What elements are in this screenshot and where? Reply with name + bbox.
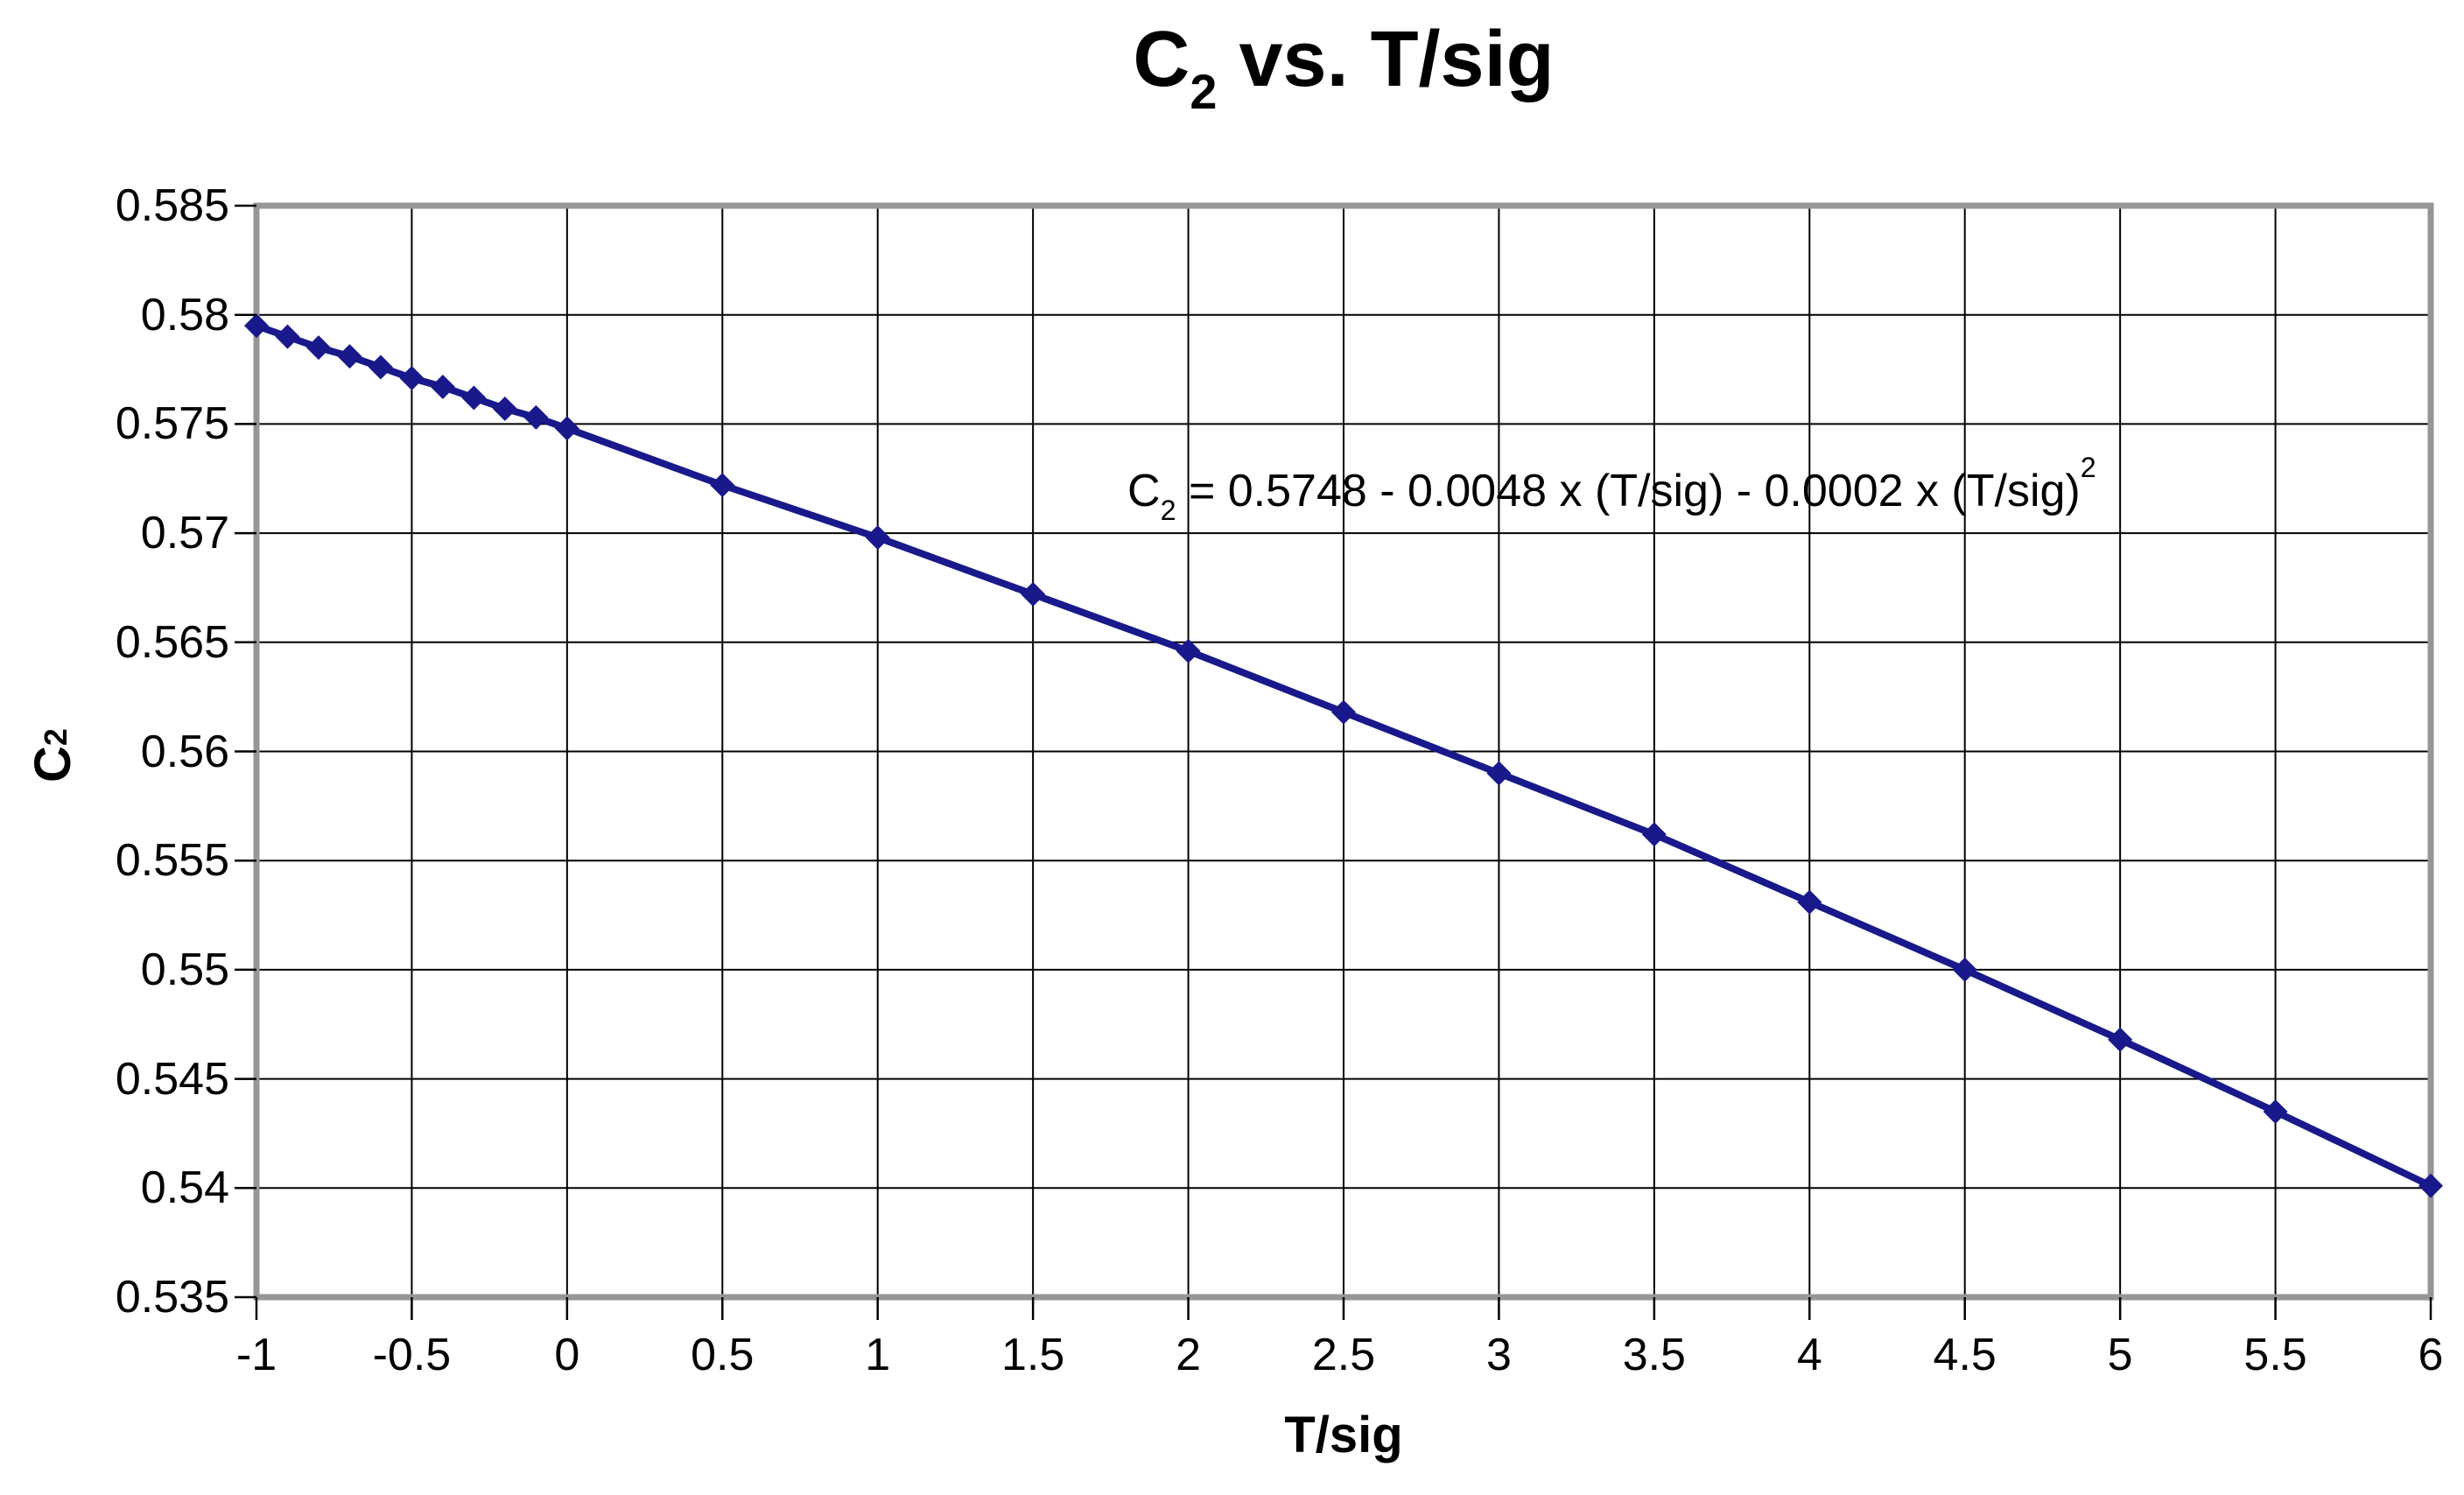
data-point-marker: [1331, 699, 1356, 725]
x-tick-label: 0.5: [691, 1330, 755, 1380]
data-point-marker: [554, 416, 579, 441]
x-tick-label: 3.5: [1622, 1330, 1686, 1380]
data-point-marker: [399, 366, 425, 391]
data-point-marker: [1641, 822, 1667, 847]
data-point-marker: [430, 375, 455, 400]
y-tick-label: 0.54: [140, 1162, 229, 1214]
trendline-equation: C2 = 0.5748 - 0.0048 x (T/sig) - 0.0002 …: [1127, 453, 2096, 524]
data-point-marker: [523, 404, 549, 430]
equation-prefix: C: [1127, 466, 1161, 516]
y-tick-label: 0.565: [115, 616, 229, 668]
chart-title-subscript: 2: [1190, 63, 1218, 119]
x-tick-label: -0.5: [372, 1330, 452, 1380]
x-tick-label: 5: [2107, 1330, 2133, 1380]
data-point-marker: [305, 335, 331, 361]
x-tick-label: 4: [1796, 1330, 1822, 1380]
x-tick-label: 2: [1176, 1330, 1202, 1380]
equation-subscript: 2: [1160, 494, 1176, 526]
x-tick-label: 3: [1485, 1330, 1512, 1380]
data-point-marker: [461, 385, 487, 411]
data-point-marker: [710, 473, 735, 498]
data-point-marker: [492, 396, 517, 421]
y-tick-label: 0.555: [115, 835, 229, 887]
x-tick-label: 4.5: [1933, 1330, 1997, 1380]
y-tick-label: 0.55: [140, 944, 229, 995]
data-point-marker: [244, 313, 269, 339]
y-tick-label: 0.58: [140, 289, 229, 340]
data-point-marker: [1952, 957, 1977, 982]
equation-body: = 0.5748 - 0.0048 x (T/sig) - 0.0002 x (…: [1176, 466, 2081, 516]
chart-title-prefix: C: [1133, 16, 1190, 103]
data-point-marker: [1797, 889, 1822, 915]
y-tick-label: 0.535: [115, 1272, 229, 1323]
y-tick-label: 0.56: [140, 726, 229, 777]
data-point-marker: [275, 324, 300, 349]
x-tick-label: 5.5: [2243, 1330, 2307, 1380]
y-tick-label: 0.545: [115, 1053, 229, 1105]
chart-title: C2 vs. T/sig: [256, 12, 2431, 116]
data-point-marker: [1021, 581, 1046, 607]
chart-title-suffix: vs. T/sig: [1217, 16, 1555, 103]
y-tick-label: 0.585: [115, 180, 229, 231]
data-point-marker: [865, 525, 890, 551]
data-point-marker: [2263, 1099, 2288, 1125]
x-tick-label: 1: [865, 1330, 891, 1380]
equation-superscript: 2: [2080, 452, 2096, 484]
data-point-marker: [2418, 1173, 2443, 1198]
data-point-marker: [1176, 638, 1201, 663]
y-tick-label: 0.575: [115, 398, 229, 450]
data-point-marker: [1486, 761, 1512, 786]
x-tick-label: -1: [235, 1330, 277, 1380]
x-tick-label: 0: [554, 1330, 580, 1380]
data-point-marker: [2108, 1027, 2133, 1052]
x-axis-title: T/sig: [1284, 1407, 1403, 1463]
x-tick-label: 2.5: [1311, 1330, 1376, 1380]
y-tick-label: 0.57: [140, 508, 229, 559]
x-tick-label: 6: [2418, 1330, 2444, 1380]
data-point-marker: [337, 344, 362, 369]
x-tick-label: 1.5: [1000, 1330, 1065, 1380]
data-point-marker: [368, 354, 393, 380]
